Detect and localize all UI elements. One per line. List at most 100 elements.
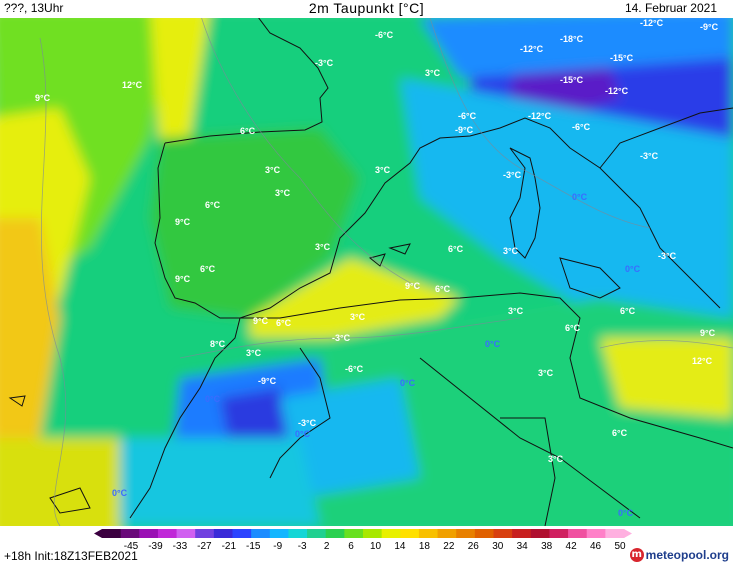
temperature-label: 3°C [375,165,391,175]
temperature-label: -12°C [605,86,629,96]
temperature-label: 0°C [295,429,311,439]
temperature-label: -6°C [345,364,364,374]
temperature-label: -12°C [640,18,664,28]
colorbar-cell [325,529,345,538]
temperature-label: -3°C [658,251,677,261]
temperature-label: 0°C [572,192,588,202]
temperature-label: 12°C [692,356,713,366]
temperature-label: -3°C [315,58,334,68]
model-label: ???, 13Uhr [4,1,64,15]
temperature-label: 3°C [425,68,441,78]
colorbar-tick-label: 22 [443,541,455,552]
temperature-label: 6°C [205,200,221,210]
temperature-label: 0°C [205,394,221,404]
colorbar-cell [418,529,439,538]
temperature-label: -15°C [560,75,584,85]
temperature-label: -3°C [298,418,317,428]
temperature-label: 6°C [448,244,464,254]
dewpoint-map: -6°C -18°C -12°C -9°C -3°C 3°C -12°C -15°C 9°C 12… [0,18,733,526]
colorbar-tick-label: -27 [197,541,212,552]
colorbar-tick-label: 42 [566,541,578,552]
colorbar-cell [288,529,308,538]
temperature-label: -6°C [375,30,394,40]
temperature-label: 9°C [35,93,51,103]
colorbar-tick-label: 14 [394,541,406,552]
temperature-label: 3°C [538,368,554,378]
brand-name: meteopool.org [645,548,729,562]
colorbar-tick-label: 50 [614,541,626,552]
colorbar-tick-label: 18 [419,541,431,552]
temperature-label: 6°C [620,306,636,316]
colorbar-cell [493,529,513,538]
colorbar-cell [456,529,476,538]
temperature-label: 8°C [210,339,226,349]
temperature-label: -18°C [560,34,584,44]
colorbar-cap-right [624,529,632,538]
isolines [39,18,733,526]
temperature-label: 0°C [618,508,634,518]
legend-colorbar: -45 -39 -33 -27 -21 -15 -9 -3 2 6 10 14 18 22 26 30 34 38… [94,529,632,552]
meteopool-logo-icon: m [629,548,644,562]
temperature-label: 9°C [405,281,421,291]
temperature-label: -6°C [458,111,477,121]
colorbar-cell [363,529,383,538]
temperature-label: 6°C [612,428,628,438]
colorbar-tick-label: 38 [541,541,553,552]
temperature-label: 12°C [122,80,143,90]
colorbar-cell [232,529,252,538]
temperature-label: 9°C [253,316,269,326]
colorbar-tick-label: 46 [590,541,602,552]
temperature-label: 0°C [112,488,128,498]
colorbar-cell [400,529,420,538]
colorbar-cell [474,529,494,538]
temperature-label: 3°C [548,454,564,464]
temperature-label: -3°C [640,151,659,161]
colorbar-cell [213,529,233,538]
colorbar-cell [568,529,588,538]
temperature-label: -3°C [503,170,522,180]
temperature-label: 6°C [565,323,581,333]
colorbar-cell [307,529,327,538]
temperature-label: 6°C [200,264,216,274]
colorbar-cell [102,529,122,538]
temperature-label: 9°C [175,217,191,227]
temperature-label: -9°C [700,22,719,32]
temperature-label: -6°C [572,122,591,132]
temperature-label: 0°C [625,264,641,274]
temperature-label: 6°C [240,126,256,136]
colorbar-tick-label: 10 [370,541,382,552]
forecast-date: 14. Februar 2021 [624,1,717,15]
colorbar-tick-label: -45 [124,541,139,552]
colorbar-cell [269,529,289,538]
temperature-label: 3°C [350,312,366,322]
temperature-field [0,18,733,526]
colorbar-cell [437,529,457,538]
colorbar-tick-label: 6 [348,541,354,552]
temperature-label: 3°C [265,165,281,175]
temperature-label: 3°C [503,246,519,256]
temperature-label: -9°C [455,125,474,135]
colorbar-cell [586,529,606,538]
colorbar-cell [605,529,625,538]
colorbar-cell [176,529,196,538]
init-run-text: +18h Init:18Z13FEB2021 [4,549,138,563]
temperature-label: 3°C [275,188,291,198]
brand[interactable]: m meteopool.org [629,546,729,564]
colorbar-cell [381,529,401,538]
colorbar-tick-label: -15 [246,541,261,552]
colorbar-cap-left [94,529,102,538]
colorbar-cell [512,529,532,538]
colorbar-tick-label: -33 [173,541,188,552]
colorbar-cell [195,529,215,538]
colorbar-tick-label: 26 [468,541,480,552]
temperature-label: -12°C [528,111,552,121]
temperature-label: 3°C [508,306,524,316]
temperature-label: -3°C [332,333,351,343]
temperature-label: 6°C [276,318,292,328]
colorbar-cell [139,529,159,538]
temperature-label: 3°C [246,348,262,358]
colorbar-cell [251,529,271,538]
colorbar-tick-label: -21 [222,541,237,552]
map-labels: -6°C -18°C -12°C -9°C -3°C 3°C -12°C -15°C 9°C 12… [35,18,719,518]
temperature-label: -12°C [520,44,544,54]
